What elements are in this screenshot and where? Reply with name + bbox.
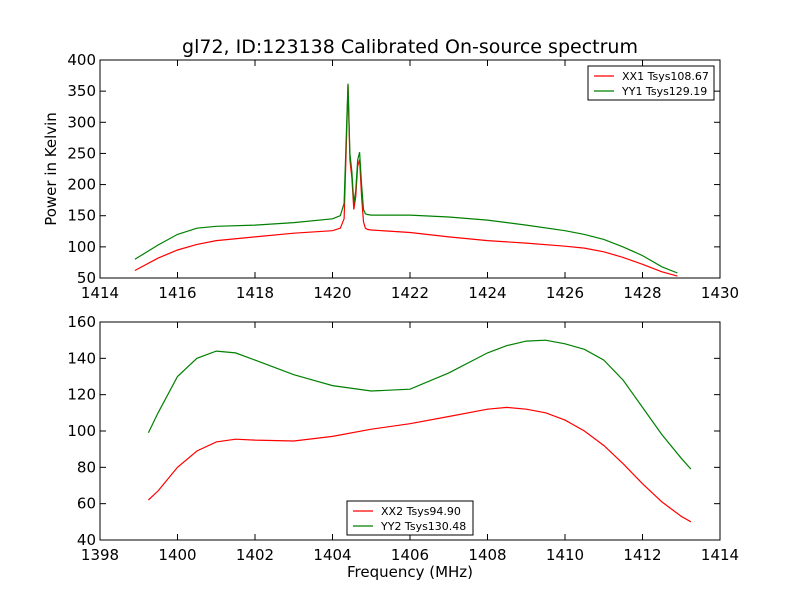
y-tick-label: 50 [77,269,96,287]
x-tick-label: 1414 [81,284,119,302]
bottom-panel: 1398 1400 1402 1404 1406 1408 1410 1412 1414 40 60… [67,313,739,581]
y-tick-label: 40 [77,531,96,549]
y-tick-label: 60 [77,495,96,513]
x-tick-label: 1422 [391,284,429,302]
x-tick-label: 1412 [623,546,661,564]
chart-title: gl72, ID:123138 Calibrated On-source spe… [182,36,638,58]
series-line-xx [147,406,692,523]
series-line-xx [134,84,678,277]
y-tick-label: 300 [67,113,96,131]
x-tick-label: 1420 [313,284,351,302]
x-tick-label: 1428 [623,284,661,302]
y-tick-label: 160 [67,313,96,331]
legend-box [346,500,474,536]
y-axis-label: Power in Kelvin [42,112,60,226]
x-tick-label: 1414 [701,546,739,564]
legend-label: XX2 Tsys94.90 [381,505,461,518]
y-tick-label: 80 [77,458,96,476]
x-tick-label: 1418 [236,284,274,302]
x-tick-label: 1416 [158,284,196,302]
y-tick-label: 400 [67,51,96,69]
y-tick-label: 100 [67,238,96,256]
y-tick-label: 200 [67,176,96,194]
y-tick-label: 140 [67,349,96,367]
legend-label: XX1 Tsys108.67 [622,70,709,83]
y-tick-label: 150 [67,207,96,225]
y-tick-label: 120 [67,386,96,404]
x-tick-label: 1408 [468,546,506,564]
x-tick-label: 1402 [236,546,274,564]
x-tick-label: 1406 [391,546,429,564]
x-tick-label: 1398 [81,546,119,564]
x-tick-label: 1404 [313,546,351,564]
series-line-yy [147,339,692,470]
x-tick-label: 1400 [158,546,196,564]
x-axis-label: Frequency (MHz) [347,563,473,581]
x-tick-label: 1430 [701,284,739,302]
legend-box [587,65,715,101]
x-tick-label: 1424 [468,284,506,302]
x-tick-label: 1410 [546,546,584,564]
y-tick-label: 350 [67,82,96,100]
top-panel: 1414 1416 1418 1420 1422 1424 1426 1428 1430 50 10… [42,51,739,302]
x-tick-label: 1426 [546,284,584,302]
y-tick-label: 100 [67,422,96,440]
legend-label: YY2 Tsys130.48 [380,520,466,533]
legend-label: YY1 Tsys129.19 [621,85,707,98]
y-tick-label: 250 [67,144,96,162]
series-line-yy [134,83,678,274]
